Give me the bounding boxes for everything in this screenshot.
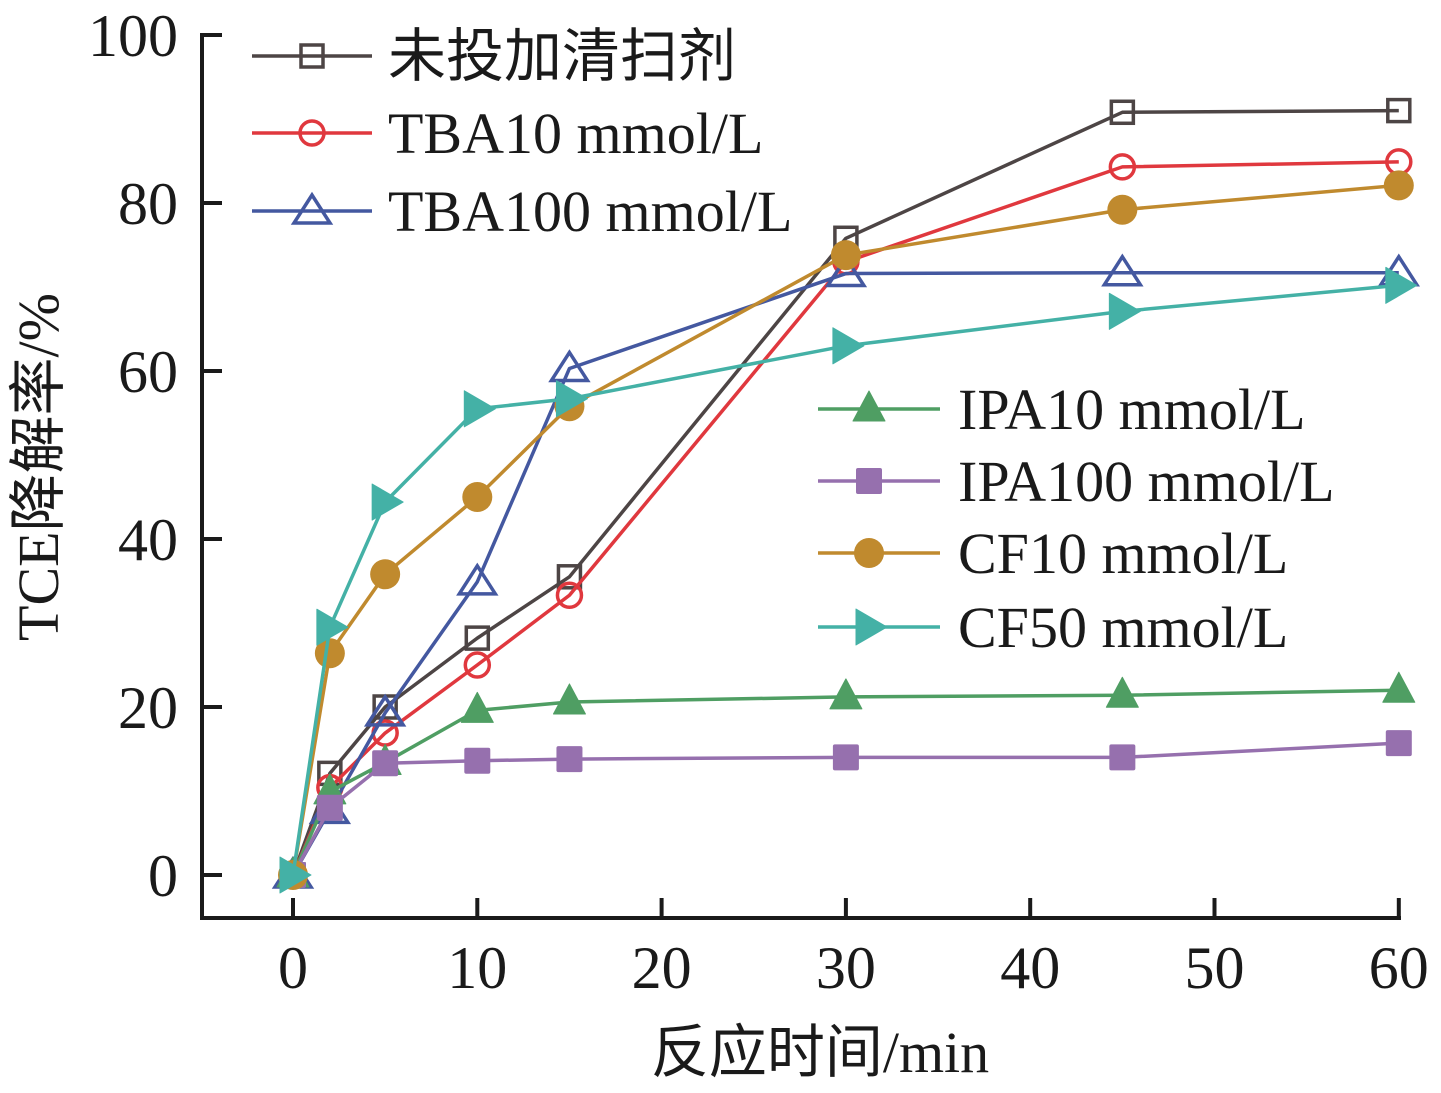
data-point: [1386, 97, 1412, 124]
legend-marker: [854, 538, 884, 568]
data-point: [830, 240, 861, 271]
legend-marker: [298, 119, 326, 147]
data-point: [279, 856, 312, 894]
data-point: [1108, 153, 1137, 181]
y-tick-label: 20: [118, 675, 178, 741]
data-point: [456, 562, 499, 596]
x-tick-label: 30: [816, 935, 876, 1001]
data-point: [314, 638, 345, 669]
data-point: [1109, 744, 1136, 771]
data-point: [372, 750, 399, 777]
legend-label: TBA10 mmol/L: [388, 101, 763, 166]
legend-entry: CF10 mmol/L: [818, 521, 1288, 586]
x-axis-title: 反应时间/min: [651, 1020, 989, 1085]
series-layer: [271, 97, 1421, 894]
data-point: [824, 254, 868, 288]
legend-label: CF10 mmol/L: [958, 521, 1288, 586]
legend-top-left: 未投加清扫剂 TBA10 mmol/L TBA100 mmol/L: [252, 24, 792, 244]
legend-marker: [856, 468, 882, 494]
legend-label: 未投加清扫剂: [388, 24, 736, 89]
legend-entry: IPA100 mmol/L: [818, 449, 1335, 514]
y-tick-label: 100: [88, 3, 178, 69]
data-point: [1105, 676, 1139, 708]
data-point: [463, 390, 496, 428]
y-axis-title: TCE降解率/%: [6, 293, 71, 641]
data-point: [552, 683, 586, 715]
data-point: [1101, 253, 1144, 287]
x-tick-label: 60: [1369, 935, 1429, 1001]
data-point: [464, 747, 491, 774]
data-point: [370, 559, 401, 590]
legend-label: TBA100 mmol/L: [388, 179, 792, 244]
legend-marker: [290, 191, 334, 225]
y-tick-label: 40: [118, 507, 178, 573]
x-ticks: 0 10 20 30 40 50 60: [278, 898, 1429, 1001]
legend-entry: 未投加清扫剂: [252, 24, 736, 89]
x-tick-label: 20: [632, 935, 692, 1001]
data-point: [1108, 292, 1141, 330]
data-point: [556, 564, 583, 590]
y-tick-label: 0: [148, 843, 178, 909]
series-line: [291, 688, 1399, 876]
y-tick-label: 80: [118, 171, 178, 237]
legend-entry: CF50 mmol/L: [818, 595, 1288, 660]
data-point: [555, 380, 588, 418]
series-line: [291, 183, 1399, 876]
series-3: [276, 671, 1416, 888]
legend-label: IPA100 mmol/L: [958, 449, 1335, 514]
legend-label: IPA10 mmol/L: [958, 377, 1306, 442]
legend-entry: TBA100 mmol/L: [252, 179, 792, 244]
x-tick-label: 50: [1185, 935, 1245, 1001]
y-tick-label: 60: [118, 339, 178, 405]
data-point: [463, 651, 492, 679]
series-6: [279, 266, 1418, 894]
series-line: [291, 283, 1399, 876]
data-point: [462, 482, 493, 512]
legend-center-right: IPA10 mmol/L IPA100 mmol/L CF10 mmol/L CF50…: [818, 377, 1335, 660]
data-point: [316, 794, 343, 821]
data-point: [1109, 99, 1136, 126]
data-point: [1107, 194, 1138, 225]
data-point: [1385, 266, 1418, 304]
data-point: [363, 693, 407, 727]
y-ticks: 0 20 40 60 80 100: [88, 3, 222, 909]
data-point: [371, 483, 404, 521]
data-point: [832, 327, 865, 365]
data-point: [829, 678, 863, 710]
legend-marker: [855, 608, 888, 646]
data-point: [1382, 671, 1416, 703]
data-point: [460, 691, 494, 723]
data-point: [1385, 730, 1412, 757]
legend-entry: IPA10 mmol/L: [818, 377, 1306, 442]
data-point: [555, 581, 584, 610]
x-tick-label: 10: [447, 935, 507, 1001]
data-point: [316, 608, 349, 646]
data-point: [1383, 170, 1414, 201]
axes: [200, 33, 1401, 920]
x-tick-label: 40: [1000, 935, 1060, 1001]
data-point: [548, 349, 591, 383]
legend-entry: TBA10 mmol/L: [252, 101, 763, 166]
legend-label: CF50 mmol/L: [958, 595, 1288, 660]
series-4: [280, 730, 1412, 888]
data-point: [832, 744, 859, 771]
legend-marker: [299, 43, 325, 69]
x-tick-label: 0: [278, 935, 308, 1001]
data-point: [556, 746, 583, 773]
data-point: [464, 625, 491, 651]
legend-marker: [852, 390, 886, 422]
